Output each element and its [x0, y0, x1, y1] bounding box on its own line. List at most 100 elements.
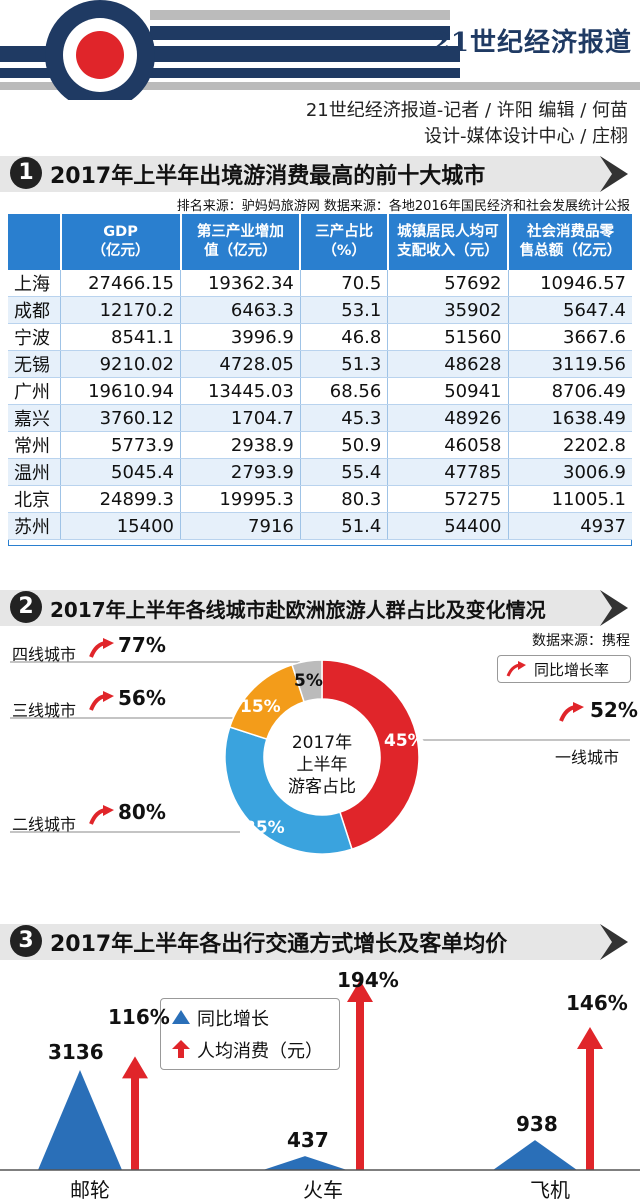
- table-cell: 70.5: [300, 270, 389, 297]
- traveler-share-donut: [224, 659, 420, 855]
- masthead-graphic: [0, 0, 640, 100]
- table-cell: 9210.02: [60, 350, 181, 378]
- table-cell: 51560: [387, 323, 509, 351]
- legend-growth-label: 同比增长: [197, 1009, 269, 1030]
- table-cell: 48926: [387, 404, 509, 432]
- table-cell: 13445.03: [180, 377, 301, 405]
- table-cell: 57692: [387, 270, 509, 297]
- table-row: 苏州 15400 7916 51.4 54400 4937: [8, 512, 632, 540]
- donut-slice: [224, 726, 353, 855]
- table-row: 嘉兴 3760.12 1704.7 45.3 48926 1638.49: [8, 404, 632, 432]
- table-header-cell: [8, 214, 62, 270]
- donut-center-line-2: 上半年: [296, 755, 348, 775]
- table-cell: 57275: [387, 485, 509, 513]
- table-cell: 6463.3: [180, 296, 301, 324]
- masthead-stripe: [0, 82, 640, 90]
- table-header-cell: 第三产业增加 值（亿元）: [180, 214, 302, 270]
- table-cell: 5773.9: [60, 431, 181, 459]
- red-arrow-icon: [89, 691, 114, 711]
- table-cell: 8541.1: [60, 323, 181, 351]
- table-cell: 3667.6: [508, 323, 632, 351]
- section-1-title: 2017年上半年出境游消费最高的前十大城市: [50, 164, 486, 189]
- share-label-tier4: 5%: [294, 671, 323, 691]
- table-cell: 2202.8: [508, 431, 632, 459]
- spend-value-plane: 938: [516, 1112, 558, 1136]
- donut-slice: [291, 659, 323, 703]
- table-cell: 80.3: [300, 485, 389, 513]
- table-cell: 7916: [180, 512, 301, 540]
- section-2-number: 2: [10, 591, 42, 623]
- growth-arrow: [577, 1027, 603, 1170]
- table-cell: 12170.2: [60, 296, 181, 324]
- table-row: 宁波 8541.1 3996.9 46.8 51560 3667.6: [8, 323, 632, 351]
- table-cell: 11005.1: [508, 485, 632, 513]
- growth-tier-2: 80%: [118, 800, 166, 824]
- table-header-cell: 三产占比 （%）: [300, 214, 389, 270]
- table-cell: 8706.49: [508, 377, 632, 405]
- mode-label-cruise: 邮轮: [70, 1178, 110, 1202]
- growth-tier-1: 52%: [590, 698, 638, 722]
- table-row: 成都 12170.2 6463.3 53.1 35902 5647.4: [8, 296, 632, 324]
- masthead-stripe: [150, 10, 450, 20]
- table-cell: 48628: [387, 350, 509, 378]
- table-row: 广州 19610.94 13445.03 68.56 50941 8706.49: [8, 377, 632, 405]
- growth-tier-4: 77%: [118, 633, 166, 657]
- table-row: 常州 5773.9 2938.9 50.9 46058 2202.8: [8, 431, 632, 459]
- growth-arrow: [122, 1056, 148, 1170]
- table-cell: 53.1: [300, 296, 389, 324]
- blue-triangle-icon: [172, 1010, 190, 1024]
- logo-core: [76, 31, 124, 79]
- donut-center-line-3: 游客占比: [288, 777, 356, 797]
- city-economy-table: GDP （亿元） 第三产业增加 值（亿元） 三产占比 （%） 城镇居民人均可 支配收入（元）社…: [8, 214, 632, 540]
- section-3-number: 3: [10, 925, 42, 957]
- transport-legend: 同比增长 人均消费（元）: [160, 998, 340, 1070]
- table-cell: 苏州: [8, 512, 62, 540]
- table-cell: 51.4: [300, 512, 389, 540]
- city-tier-4-label: 四线城市: [12, 645, 77, 664]
- table-cell: 上海: [8, 270, 62, 297]
- city-tier-3-label: 三线城市: [12, 701, 77, 720]
- spend-value-cruise: 3136: [48, 1040, 104, 1064]
- table-cell: 10946.57: [508, 270, 632, 297]
- section-2-source: 数据来源：携程: [532, 633, 630, 649]
- table-cell: 嘉兴: [8, 404, 62, 432]
- table-cell: 温州: [8, 458, 62, 486]
- masthead-stripe: [150, 26, 450, 40]
- table-cell: 常州: [8, 431, 62, 459]
- credit-line-2: 设计-媒体设计中心 / 庄栩: [423, 126, 628, 147]
- table-cell: 3119.56: [508, 350, 632, 378]
- table-cell: 45.3: [300, 404, 389, 432]
- table-cell: 50.9: [300, 431, 389, 459]
- table-cell: 5647.4: [508, 296, 632, 324]
- section-1-header: 1 2017年上半年出境游消费最高的前十大城市: [0, 152, 640, 196]
- table-cell: 46058: [387, 431, 509, 459]
- table-row: 上海 27466.15 19362.34 70.5 57692 10946.57: [8, 270, 632, 297]
- table-cell: 5045.4: [60, 458, 181, 486]
- spend-triangle: [38, 1070, 122, 1170]
- transport-chart: [0, 980, 640, 1171]
- red-arrow-icon: [559, 702, 584, 722]
- red-arrow-icon: [506, 661, 526, 677]
- red-arrow-icon: [89, 805, 114, 825]
- share-label-tier1: 45%: [384, 731, 425, 751]
- table-cell: 35902: [387, 296, 509, 324]
- table-header-cell: 社会消费品零 售总额（亿元）: [508, 214, 632, 270]
- table-cell: 4937: [508, 512, 632, 540]
- table-cell: 51.3: [300, 350, 389, 378]
- table-cell: 2938.9: [180, 431, 301, 459]
- masthead-stripe: [0, 68, 460, 78]
- table-cell: 广州: [8, 377, 62, 405]
- section-2-header: 2 2017年上半年各线城市赴欧洲旅游人群占比及变化情况: [0, 586, 640, 630]
- growth-value-plane: 146%: [566, 991, 628, 1015]
- spend-triangle: [493, 1140, 577, 1170]
- city-tier-2-label: 二线城市: [12, 815, 77, 834]
- red-up-arrow-icon: [172, 1040, 190, 1058]
- table-row: 无锡 9210.02 4728.05 51.3 48628 3119.56: [8, 350, 632, 378]
- growth-legend-label: 同比增长率: [534, 661, 610, 679]
- growth-value-cruise: 116%: [108, 1005, 170, 1029]
- table-cell: 19362.34: [180, 270, 301, 297]
- table-row: 温州 5045.4 2793.9 55.4 47785 3006.9: [8, 458, 632, 486]
- section-1-source: 排名来源：驴妈妈旅游网 数据来源：各地2016年国民经济和社会发展统计公报: [176, 199, 630, 214]
- table-cell: 15400: [60, 512, 181, 540]
- mode-label-train: 火车: [303, 1178, 343, 1202]
